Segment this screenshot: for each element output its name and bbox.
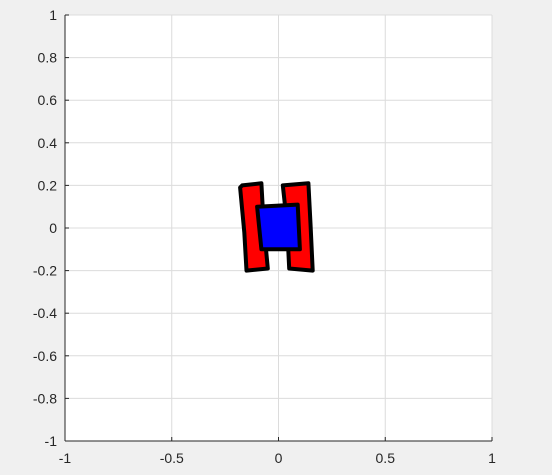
x-tick-label-4: 1 — [488, 450, 496, 466]
y-tick-label-2: 0.6 — [38, 92, 58, 108]
y-tick-label-1: 0.8 — [38, 50, 58, 66]
y-tick-label-0: 1 — [49, 7, 57, 23]
y-tick-label-9: -0.8 — [33, 390, 57, 406]
y-tick-label-4: 0.2 — [38, 177, 58, 193]
y-tick-labels: 1 0.8 0.6 0.4 0.2 0 -0.2 -0.4 -0.6 -0.8 -1 — [33, 7, 57, 449]
y-tick-label-10: -1 — [45, 433, 58, 449]
y-tick-label-7: -0.4 — [33, 305, 57, 321]
y-tick-label-5: 0 — [49, 220, 57, 236]
x-tick-label-1: -0.5 — [160, 450, 184, 466]
y-tick-label-3: 0.4 — [38, 135, 58, 151]
blue-body — [255, 202, 302, 252]
x-tick-label-0: -1 — [59, 450, 72, 466]
x-tick-labels: -1 -0.5 0 0.5 1 — [59, 450, 496, 466]
x-tick-label-2: 0 — [275, 450, 283, 466]
x-tick-label-3: 0.5 — [376, 450, 396, 466]
plot-shapes — [238, 181, 315, 273]
y-tick-label-6: -0.2 — [33, 263, 57, 279]
tick-marks — [64, 14, 493, 442]
y-tick-label-8: -0.6 — [33, 348, 57, 364]
